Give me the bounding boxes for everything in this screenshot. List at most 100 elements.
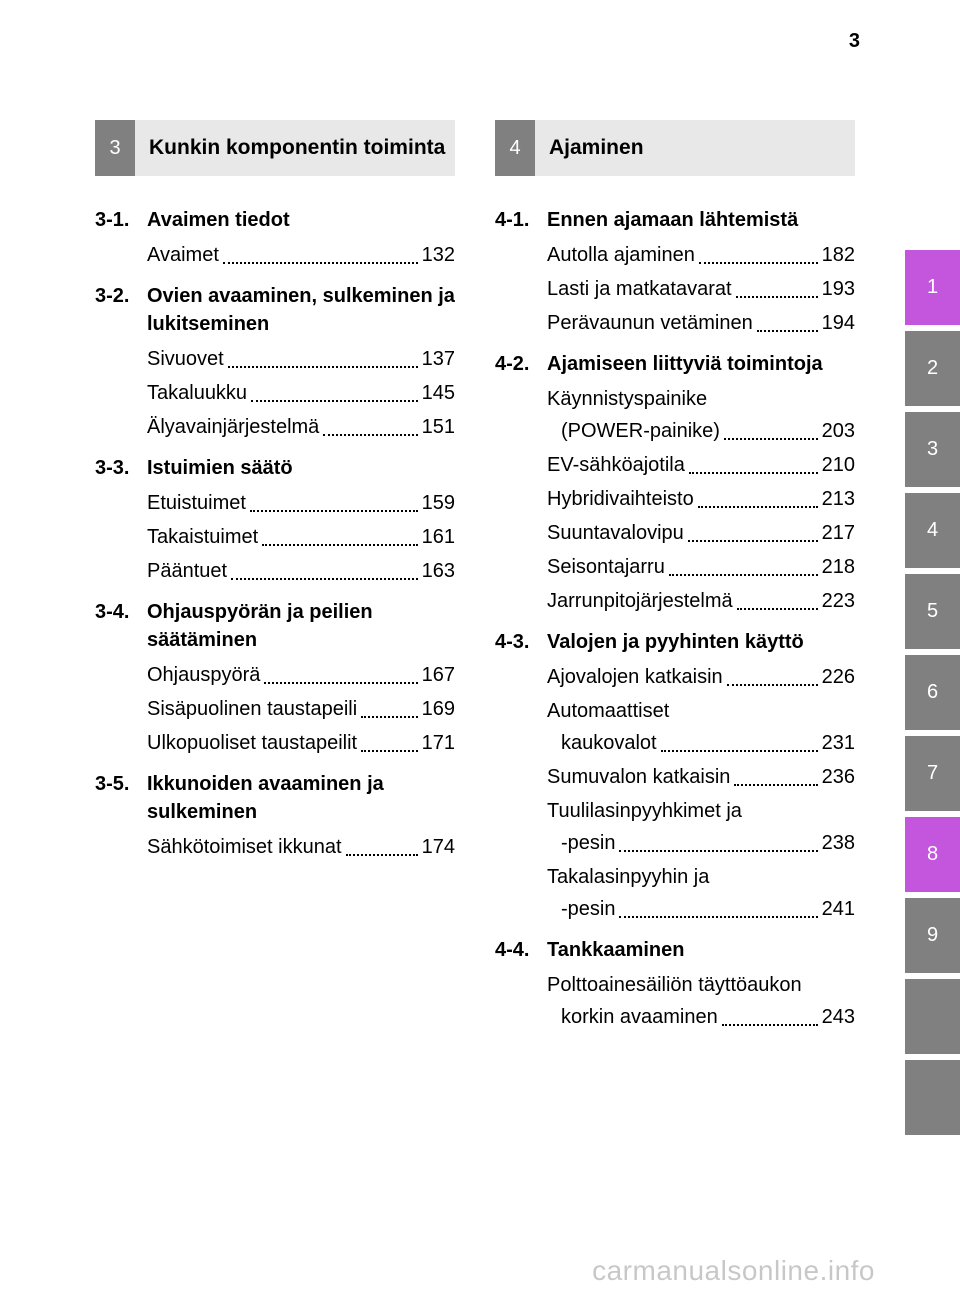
toc-page: 163 [422, 556, 455, 586]
toc-entry: Takalasinpyyhin ja [547, 862, 855, 892]
toc-entry: Etuistuimet159 [147, 488, 455, 518]
toc-label: EV-sähköajotila [547, 450, 685, 480]
toc-entry: Lasti ja matkatavarat193 [547, 274, 855, 304]
toc-label: korkin avaaminen [561, 1002, 718, 1032]
toc-entry: Sähkötoimiset ikkunat174 [147, 832, 455, 862]
toc-label: (POWER-painike) [561, 416, 720, 446]
left-sections: 3-1.Avaimen tiedotAvaimet1323-2.Ovien av… [95, 206, 455, 862]
side-tab[interactable]: 7 [905, 736, 960, 811]
side-tab[interactable] [905, 1060, 960, 1135]
toc-entry: EV-sähköajotila 210 [547, 450, 855, 480]
toc-label: Tuulilasinpyyhkimet ja [547, 796, 742, 826]
toc-label: Sähkötoimiset ikkunat [147, 832, 342, 862]
toc-page: 213 [822, 484, 855, 514]
toc-label: Pääntuet [147, 556, 227, 586]
toc-entry: Ohjauspyörä 167 [147, 660, 455, 690]
section-label: Valojen ja pyyhinten käyttö [547, 628, 855, 656]
toc-label: Etuistuimet [147, 488, 246, 518]
toc-entry: Käynnistyspainike [547, 384, 855, 414]
section-title: 3-1.Avaimen tiedot [95, 206, 455, 234]
toc-label: Ajovalojen katkaisin [547, 662, 723, 692]
toc-page: 226 [822, 662, 855, 692]
leader-dots [231, 578, 418, 580]
toc-label: Automaattiset [547, 696, 669, 726]
toc-label: Sisäpuolinen taustapeili [147, 694, 357, 724]
toc-label: Suuntavalovipu [547, 518, 684, 548]
section-title: 3-3.Istuimien säätö [95, 454, 455, 482]
leader-dots [361, 750, 418, 752]
side-tab[interactable] [905, 979, 960, 1054]
section-label: Ovien avaaminen, sulkeminen ja lukitsemi… [147, 282, 455, 338]
toc-page: 145 [422, 378, 455, 408]
toc-entry: Ulkopuoliset taustapeilit171 [147, 728, 455, 758]
toc-page: 137 [422, 344, 455, 374]
toc-label: Takaluukku [147, 378, 247, 408]
toc-entry: Seisontajarru218 [547, 552, 855, 582]
toc-entry: Suuntavalovipu217 [547, 518, 855, 548]
section-label: Ajamiseen liittyviä toimintoja [547, 350, 855, 378]
section-number: 3-2. [95, 282, 147, 338]
toc-entry: Polttoainesäiliön täyttöaukon [547, 970, 855, 1000]
right-column: 4 Ajaminen 4-1.Ennen ajamaan lähtemistäA… [495, 120, 855, 1036]
leader-dots [251, 400, 418, 402]
side-tab[interactable]: 5 [905, 574, 960, 649]
section-label: Tankkaaminen [547, 936, 855, 964]
section-number: 4-2. [495, 350, 547, 378]
section-number: 3-1. [95, 206, 147, 234]
toc-entry: Takaluukku 145 [147, 378, 455, 408]
toc-entry: Automaattiset [547, 696, 855, 726]
toc-entry: Avaimet132 [147, 240, 455, 270]
section-title: 4-3.Valojen ja pyyhinten käyttö [495, 628, 855, 656]
toc-label: Takaistuimet [147, 522, 258, 552]
side-tabs: 123456789 [905, 250, 960, 1141]
toc-entry: -pesin241 [561, 894, 855, 924]
toc-page: 193 [822, 274, 855, 304]
toc-entry: Takaistuimet161 [147, 522, 455, 552]
side-tab[interactable]: 4 [905, 493, 960, 568]
leader-dots [361, 716, 417, 718]
watermark: carmanualsonline.info [592, 1255, 875, 1287]
leader-dots [724, 438, 818, 440]
side-tab[interactable]: 9 [905, 898, 960, 973]
section-title: 3-5.Ikkunoiden avaaminen ja sulkeminen [95, 770, 455, 826]
toc-page: 210 [822, 450, 855, 480]
toc-entry: Sisäpuolinen taustapeili 169 [147, 694, 455, 724]
toc-page: 223 [822, 586, 855, 616]
toc-label: Käynnistyspainike [547, 384, 707, 414]
toc-entry: Sivuovet137 [147, 344, 455, 374]
toc-label: kaukovalot [561, 728, 657, 758]
leader-dots [727, 684, 818, 686]
toc-page: 132 [422, 240, 455, 270]
side-tab[interactable]: 8 [905, 817, 960, 892]
toc-label: Perävaunun vetäminen [547, 308, 753, 338]
toc-page: 194 [822, 308, 855, 338]
chapter-header-3: 3 Kunkin komponentin toiminta [95, 120, 455, 176]
leader-dots [699, 262, 818, 264]
toc-label: Polttoainesäiliön täyttöaukon [547, 970, 802, 1000]
leader-dots [737, 608, 818, 610]
leader-dots [346, 854, 418, 856]
side-tab[interactable]: 3 [905, 412, 960, 487]
section-label: Ennen ajamaan lähtemistä [547, 206, 855, 234]
left-column: 3 Kunkin komponentin toiminta 3-1.Avaime… [95, 120, 455, 1036]
toc-label: Ohjauspyörä [147, 660, 260, 690]
leader-dots [734, 784, 817, 786]
side-tab[interactable]: 2 [905, 331, 960, 406]
chapter-title: Kunkin komponentin toiminta [135, 120, 455, 176]
toc-page: 231 [822, 728, 855, 758]
toc-page: 171 [422, 728, 455, 758]
toc-page: 203 [822, 416, 855, 446]
toc-label: Seisontajarru [547, 552, 665, 582]
section-number: 4-1. [495, 206, 547, 234]
leader-dots [228, 366, 418, 368]
toc-page: 169 [422, 694, 455, 724]
toc-label: Sumuvalon katkaisin [547, 762, 730, 792]
section-title: 3-2.Ovien avaaminen, sulkeminen ja lukit… [95, 282, 455, 338]
toc-label: Jarrunpitojärjestelmä [547, 586, 733, 616]
side-tab[interactable]: 1 [905, 250, 960, 325]
toc-page: 167 [422, 660, 455, 690]
toc-label: Takalasinpyyhin ja [547, 862, 709, 892]
side-tab[interactable]: 6 [905, 655, 960, 730]
toc-entry: Tuulilasinpyyhkimet ja [547, 796, 855, 826]
section-label: Avaimen tiedot [147, 206, 455, 234]
